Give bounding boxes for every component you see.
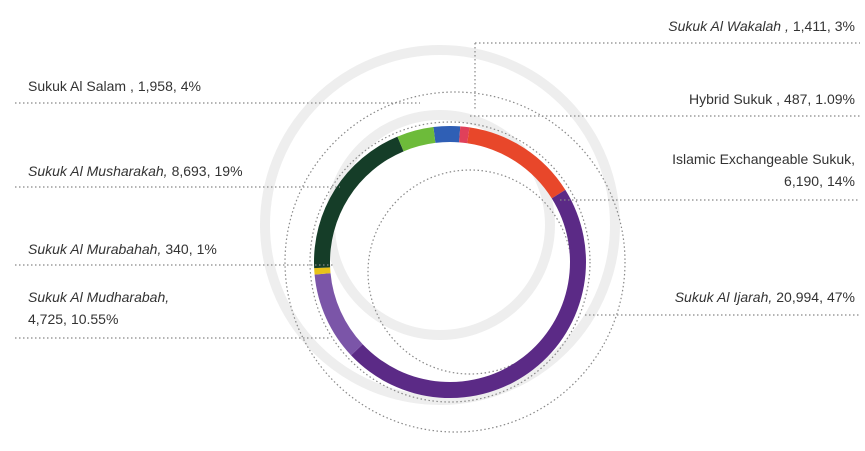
value-label: 4,725,	[28, 311, 67, 327]
share-label: 1.09%	[815, 91, 855, 107]
donut-segment	[314, 267, 331, 275]
value-label: 1,411,	[793, 18, 831, 34]
segment-label: Hybrid Sukuk , 487, 1.09%	[689, 91, 855, 107]
segment-label: Sukuk Al Salam , 1,958, 4%	[28, 78, 201, 94]
donut-segment	[433, 125, 461, 143]
segment-label: Sukuk Al Wakalah , 1,411, 3%	[668, 18, 855, 34]
category-label: Sukuk Al Murabahah,	[28, 241, 161, 257]
category-label: Sukuk Al Musharakah,	[28, 163, 168, 179]
donut-segment	[397, 127, 436, 152]
value-label: 1,958,	[138, 78, 177, 94]
background-pattern	[260, 45, 620, 405]
category-label: Islamic Exchangeable Sukuk,	[672, 151, 855, 167]
segment-label: 4,725, 10.55%	[28, 311, 118, 327]
share-label: 1%	[197, 241, 217, 257]
donut-segment	[314, 273, 363, 356]
category-label: Sukuk Al Mudharabah,	[28, 289, 169, 305]
share-label: 47%	[827, 289, 855, 305]
category-label: Sukuk Al Wakalah ,	[668, 18, 789, 34]
value-label: 487,	[784, 91, 811, 107]
share-label: 3%	[835, 18, 855, 34]
segment-label: Sukuk Al Murabahah, 340, 1%	[28, 241, 217, 257]
value-label: 20,994,	[776, 289, 823, 305]
segment-label: 6,190, 14%	[784, 173, 855, 189]
share-label: 10.55%	[71, 311, 118, 327]
segment-label: Sukuk Al Mudharabah,	[28, 289, 169, 305]
category-label: Hybrid Sukuk ,	[689, 91, 780, 107]
share-label: 4%	[181, 78, 201, 94]
donut-segment	[351, 189, 587, 398]
share-label: 19%	[215, 163, 243, 179]
value-label: 340,	[165, 241, 192, 257]
segment-label: Islamic Exchangeable Sukuk,	[672, 151, 855, 167]
share-label: 14%	[827, 173, 855, 189]
category-label: Sukuk Al Ijarah,	[675, 289, 773, 305]
donut-segment	[459, 126, 470, 144]
value-label: 6,190,	[784, 173, 823, 189]
dotted-circle	[284, 91, 626, 433]
value-label: 8,693,	[172, 163, 211, 179]
donut-segment	[313, 136, 404, 269]
segment-label: Sukuk Al Ijarah, 20,994, 47%	[675, 289, 855, 305]
segment-label: Sukuk Al Musharakah, 8,693, 19%	[28, 163, 243, 179]
donut-segment	[467, 127, 566, 199]
dotted-circle	[309, 121, 591, 403]
category-label: Sukuk Al Salam ,	[28, 78, 134, 94]
